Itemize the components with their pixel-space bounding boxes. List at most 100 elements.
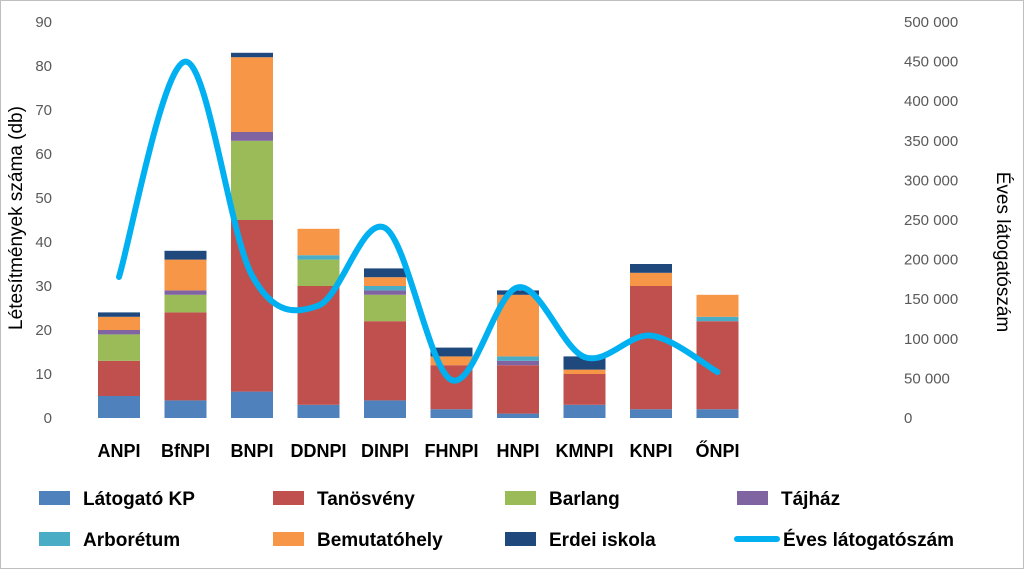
line-layer <box>116 58 721 384</box>
bar-segment-dinpi-erdei-iskola <box>364 268 406 278</box>
y2-tick-label: 500 000 <box>904 14 958 31</box>
bar-segment-bfnpi-barlang <box>164 294 207 313</box>
y2-tick-label: 50 000 <box>904 370 950 387</box>
bar-segment-bfnpi-erdei-iskola <box>164 250 207 260</box>
y2-tick-label: 450 000 <box>904 54 958 71</box>
legend-label: Bemutatóhely <box>317 530 443 551</box>
category-axis-labels: ANPI BfNPI BNPI DDNPI DINPI FHNPI HNPI KMNPI KNP… <box>97 440 739 461</box>
legend-swatch <box>737 491 768 505</box>
y2-tick-label: 250 000 <box>904 212 958 229</box>
bar-segment-bfnpi-tanosveny <box>164 312 207 401</box>
y-tick-label: 80 <box>35 58 52 75</box>
legend-swatch <box>39 532 70 546</box>
legend-label: Látogató KP <box>83 489 195 510</box>
bar-segment-knpi-latogato-kp <box>630 409 672 418</box>
bar-segment-ddnpi-barlang <box>297 259 340 286</box>
y-tick-label: 10 <box>35 366 52 383</box>
y-tick-label: 90 <box>35 14 52 31</box>
bar-segment-fhnpi-erdei-iskola <box>430 347 473 357</box>
bar-segment-dinpi-latogato-kp <box>364 400 406 418</box>
line-point-anpi <box>118 276 120 278</box>
bar-segment-fhnpi-bemutatohely <box>430 356 473 366</box>
bar-segment-ddnpi-arboretum <box>297 255 340 260</box>
line-point-hnpi <box>517 286 519 288</box>
legend-item-tajhaz: Tájház <box>737 489 840 510</box>
x-tick-label-anpi: ANPI <box>97 441 140 461</box>
y2-tick-label: 0 <box>904 410 912 427</box>
legend-label: Barlang <box>549 489 620 510</box>
y2-tick-label: 350 000 <box>904 133 958 150</box>
line-point-dinpi <box>384 227 386 229</box>
bar-segment-onpi-latogato-kp <box>696 409 739 418</box>
bar-segment-ddnpi-latogato-kp <box>297 404 340 418</box>
y2-tick-label: 100 000 <box>904 331 958 348</box>
legend-item-eves-latogatoszam: Éves látogatószám <box>734 529 954 551</box>
bar-segment-dinpi-barlang <box>364 294 406 322</box>
bar-segment-anpi-erdei-iskola <box>98 312 140 317</box>
line-eves-latogatoszam <box>116 58 721 384</box>
legend-item-barlang: Barlang <box>505 489 620 510</box>
bar-segment-bnpi-bemutatohely <box>231 57 273 133</box>
bar-segment-knpi-bemutatohely <box>630 272 672 286</box>
legend-label: Erdei iskola <box>549 530 656 551</box>
legend-item-bemutatohely: Bemutatóhely <box>273 530 443 551</box>
y2-axis-title: Éves látogatószám <box>992 172 1013 333</box>
bar-segment-hnpi-tajhaz <box>497 360 539 366</box>
line-point-knpi <box>650 335 652 337</box>
x-tick-label-bfnpi: BfNPI <box>161 441 210 461</box>
legend-label: Tanösvény <box>317 489 415 510</box>
x-tick-label-knpi: KNPI <box>629 441 672 461</box>
legend-swatch <box>273 491 304 505</box>
y-tick-label: 20 <box>35 322 52 339</box>
bars-layer <box>98 52 739 418</box>
y-tick-label: 30 <box>35 278 52 295</box>
legend-label: Tájház <box>781 489 840 510</box>
bar-segment-knpi-erdei-iskola <box>630 264 672 273</box>
y-tick-label: 70 <box>35 102 52 119</box>
x-tick-label-hnpi: HNPI <box>496 441 539 461</box>
y-axis-title: Létesítmények száma (db) <box>6 106 27 330</box>
bar-segment-dinpi-arboretum <box>364 286 406 291</box>
y2-tick-label: 150 000 <box>904 291 958 308</box>
x-tick-label-fhnpi: FHNPI <box>425 441 479 461</box>
y-tick-label: 0 <box>44 410 52 427</box>
bar-segment-bfnpi-tajhaz <box>164 290 207 295</box>
bar-segment-anpi-tanosveny <box>98 360 140 396</box>
bar-segment-kmnpi-bemutatohely <box>563 369 606 374</box>
bar-segment-hnpi-erdei-iskola <box>497 290 539 295</box>
line-point-kmnpi <box>584 356 585 358</box>
legend-swatch <box>505 491 536 505</box>
left-axis-ticks: 0 10 20 30 40 50 60 70 80 90 <box>35 14 52 427</box>
legend-swatch <box>273 532 304 546</box>
x-tick-label-kmnpi: KMNPI <box>556 441 614 461</box>
legend-label: Éves látogatószám <box>783 529 954 551</box>
bar-segment-bnpi-tajhaz <box>231 132 273 141</box>
y-tick-label: 40 <box>35 234 52 251</box>
bar-segment-bnpi-barlang <box>231 140 273 220</box>
line-point-bnpi <box>251 274 253 276</box>
legend-swatch <box>505 532 536 546</box>
bar-segment-anpi-tajhaz <box>98 330 140 335</box>
bar-segment-onpi-arboretum <box>696 316 739 322</box>
bar-segment-bfnpi-latogato-kp <box>164 400 207 418</box>
legend: Látogató KP Tanösvény Barlang Tájház Arborét… <box>39 489 954 551</box>
y-tick-label: 50 <box>35 190 52 207</box>
y2-tick-label: 200 000 <box>904 252 958 269</box>
x-tick-label-onpi: ŐNPI <box>695 440 739 461</box>
line-point-ddnpi <box>318 305 319 307</box>
x-tick-label-bnpi: BNPI <box>230 441 273 461</box>
line-point-onpi <box>717 371 718 373</box>
y2-tick-label: 300 000 <box>904 172 958 189</box>
legend-swatch <box>39 491 70 505</box>
bar-segment-bfnpi-bemutatohely <box>164 259 207 291</box>
bar-segment-bnpi-tanosveny <box>231 220 273 392</box>
bar-segment-dinpi-bemutatohely <box>364 277 406 286</box>
bar-segment-kmnpi-tanosveny <box>563 374 606 405</box>
legend-item-arboretum: Arborétum <box>39 530 180 551</box>
legend-item-latogato-kp: Látogató KP <box>39 489 195 510</box>
legend-item-tanosveny: Tanösvény <box>273 489 415 510</box>
bar-segment-bnpi-latogato-kp <box>231 391 273 418</box>
x-tick-label-ddnpi: DDNPI <box>290 441 346 461</box>
